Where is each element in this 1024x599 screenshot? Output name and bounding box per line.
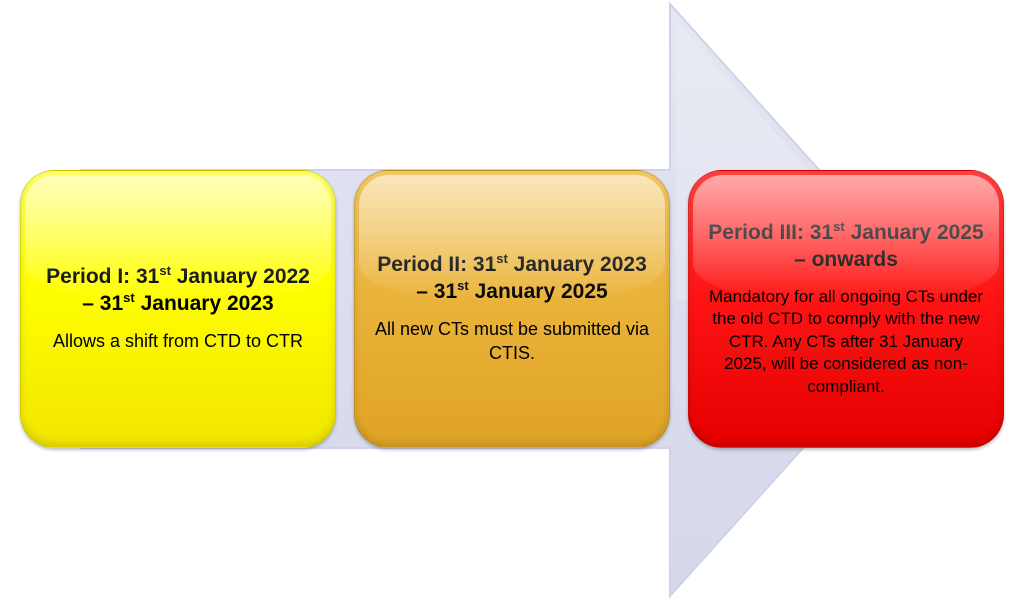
card-3-title: Period III: 31st January 2025 – onwards	[707, 220, 985, 274]
cards-row: Period I: 31st January 2022 – 31st Janua…	[20, 170, 1004, 448]
card-period-3: Period III: 31st January 2025 – onwards …	[688, 170, 1004, 448]
card-period-1: Period I: 31st January 2022 – 31st Janua…	[20, 170, 336, 448]
diagram-stage: Period I: 31st January 2022 – 31st Janua…	[0, 0, 1024, 599]
card-1-body: Allows a shift from CTD to CTR	[39, 330, 317, 354]
t1a: Period I: 31	[46, 265, 159, 288]
t1s2: st	[123, 290, 135, 305]
t1s1: st	[159, 263, 171, 278]
t2a: Period II: 31	[377, 253, 496, 276]
t2s2: st	[457, 278, 469, 293]
t1c: January 2023	[135, 292, 274, 315]
card-2-title: Period II: 31st January 2023 – 31st Janu…	[373, 252, 651, 306]
t3s1: st	[833, 219, 845, 234]
card-1-title: Period I: 31st January 2022 – 31st Janua…	[39, 264, 317, 318]
card-3-body: Mandatory for all ongoing CTs under the …	[707, 286, 985, 398]
card-2-body: All new CTs must be submitted via CTIS.	[373, 318, 651, 366]
t2c: January 2025	[469, 280, 608, 303]
t3a: Period III: 31	[708, 221, 833, 244]
card-period-2: Period II: 31st January 2023 – 31st Janu…	[354, 170, 670, 448]
t2s1: st	[496, 251, 508, 266]
